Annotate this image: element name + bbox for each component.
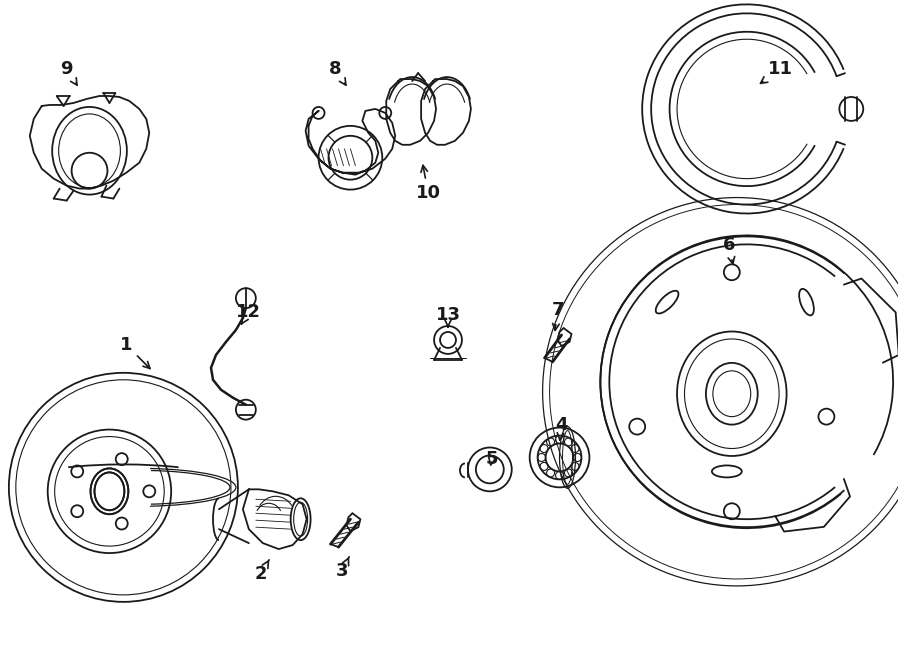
Text: 13: 13 <box>436 306 461 327</box>
Text: 9: 9 <box>60 60 77 85</box>
Text: 4: 4 <box>555 416 568 440</box>
Text: 8: 8 <box>329 60 346 85</box>
Text: 7: 7 <box>552 301 563 330</box>
Text: 3: 3 <box>337 557 349 580</box>
Ellipse shape <box>91 469 129 514</box>
Text: 10: 10 <box>416 165 441 202</box>
Text: 1: 1 <box>120 336 150 369</box>
Text: 6: 6 <box>723 237 735 264</box>
Polygon shape <box>557 328 572 346</box>
Text: 5: 5 <box>486 450 498 469</box>
Text: 11: 11 <box>760 60 793 83</box>
Text: 12: 12 <box>237 303 261 324</box>
Ellipse shape <box>94 473 124 510</box>
Text: 2: 2 <box>255 560 269 583</box>
Polygon shape <box>346 513 360 531</box>
